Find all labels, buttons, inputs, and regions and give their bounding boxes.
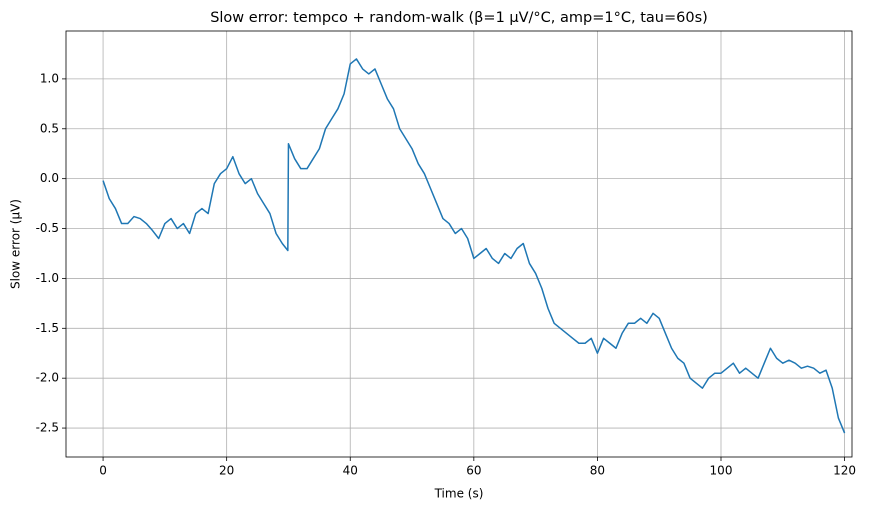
x-axis-label: Time (s) [434, 487, 484, 501]
x-tick-label: 20 [219, 464, 234, 478]
y-tick-label: 1.0 [40, 71, 59, 85]
x-tick-label: 40 [343, 464, 358, 478]
x-tick-label: 120 [833, 464, 856, 478]
y-tick-label: 0.5 [40, 121, 59, 135]
y-tick-label: -1.5 [36, 321, 59, 335]
y-axis-label: Slow error (µV) [9, 199, 23, 289]
plot-frame [65, 30, 853, 458]
x-tick-label: 60 [466, 464, 481, 478]
y-tick-label: -2.5 [36, 421, 59, 435]
x-tick-label: 100 [710, 464, 733, 478]
chart-title: Slow error: tempco + random-walk (β=1 µV… [210, 10, 708, 26]
y-tick-label: 0.0 [40, 171, 59, 185]
y-tick-label: -1.0 [36, 271, 59, 285]
y-tick-label: -0.5 [36, 221, 59, 235]
data-line [102, 58, 846, 434]
y-tick-label: -2.0 [36, 371, 59, 385]
x-tick-label: 0 [99, 464, 107, 478]
x-tick-label: 80 [590, 464, 605, 478]
